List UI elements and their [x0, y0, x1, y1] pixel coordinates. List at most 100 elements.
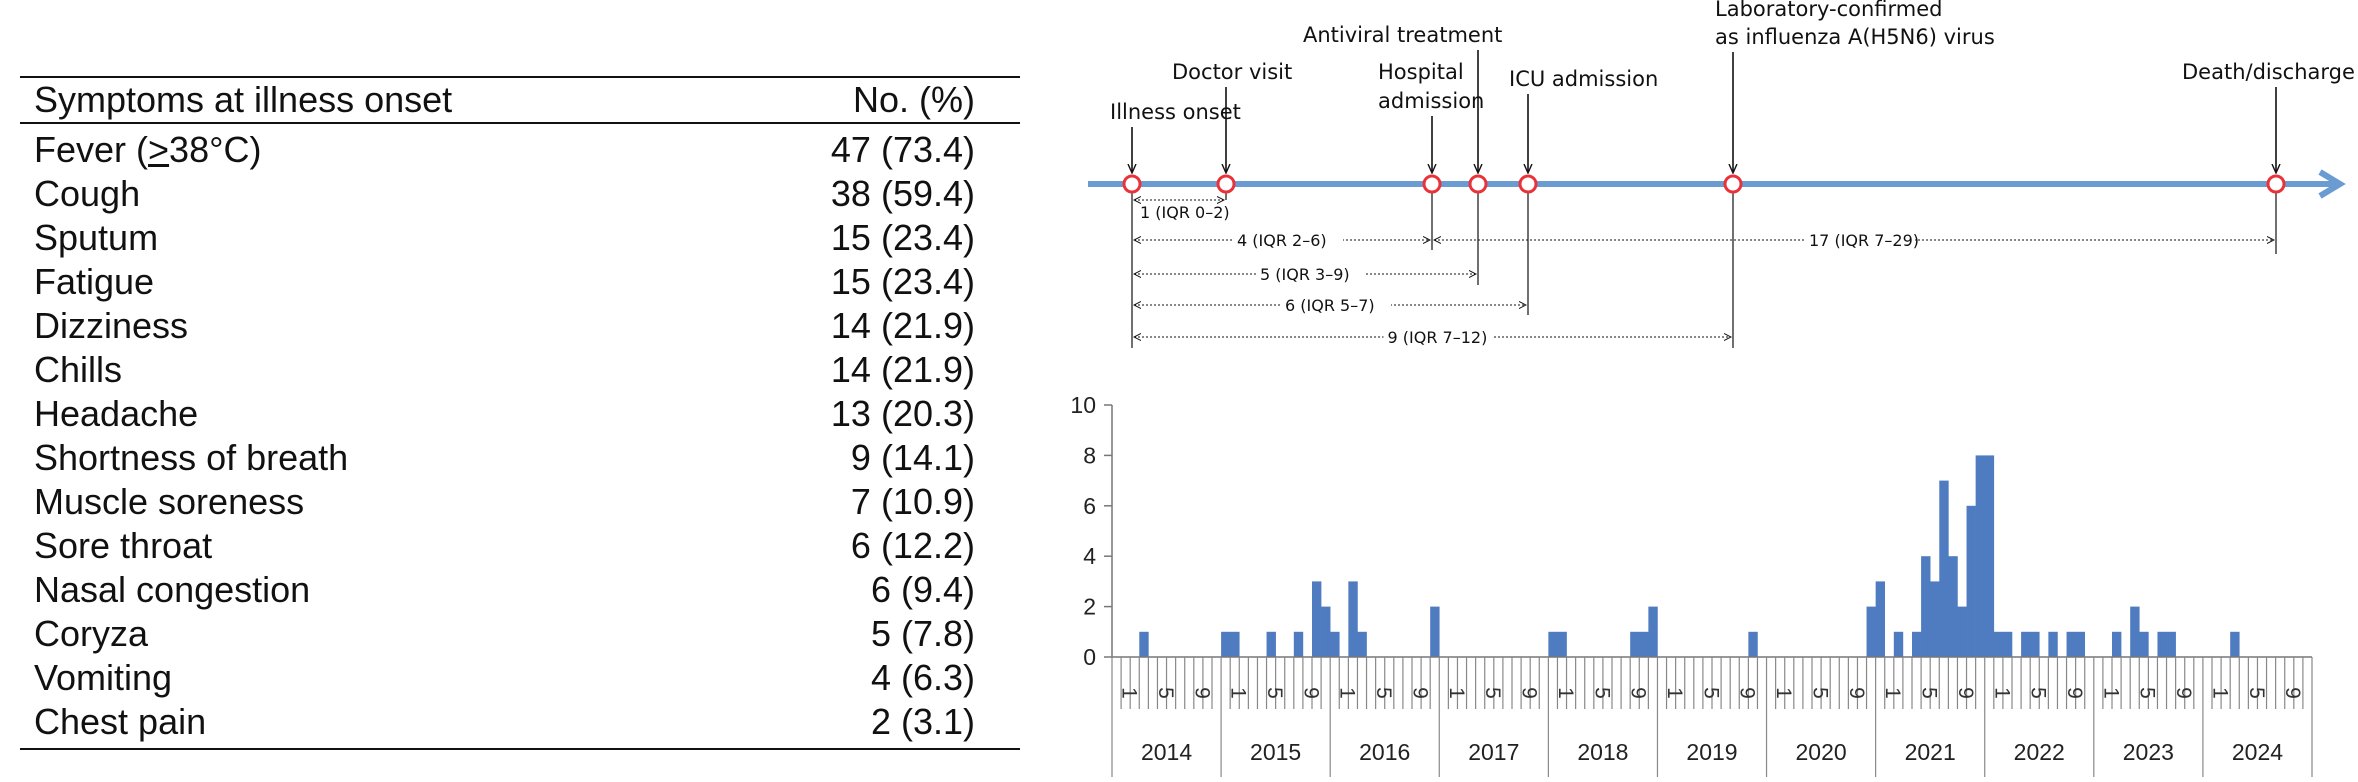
month-tick-label: 1: [1336, 687, 1359, 699]
month-tick-label: 1: [1990, 687, 2013, 699]
symptoms-table: Symptoms at illness onset No. (%) Fever …: [20, 76, 1020, 750]
event-label-icu: ICU admission: [1509, 67, 1658, 91]
month-tick-label: 9: [2281, 687, 2304, 699]
y-tick-label: 8: [1083, 442, 1096, 468]
histogram-bar: [1630, 631, 1640, 657]
histogram-bar: [1221, 631, 1231, 657]
row-count: 14 (21.9): [830, 305, 975, 346]
month-tick-label: 9: [2063, 687, 2086, 699]
histogram-bar: [1557, 631, 1567, 657]
row-count: 6 (9.4): [870, 569, 975, 610]
histogram-bar: [2230, 631, 2240, 657]
year-label: 2020: [1796, 739, 1847, 765]
table-header-rule: [20, 122, 1020, 124]
table-row: Fever (>38°C) 47 (73.4): [20, 128, 1020, 172]
row-count: 13 (20.3): [830, 393, 975, 434]
row-symptom: Shortness of breath: [34, 437, 349, 478]
event-marker-hospital: [1422, 174, 1442, 194]
row-count: 7 (10.9): [850, 481, 975, 522]
month-tick-label: 5: [1590, 687, 1613, 699]
row-symptom: Dizziness: [34, 305, 189, 346]
table-row: Cough 38 (59.4): [20, 172, 1020, 216]
histogram-bar: [2139, 631, 2149, 657]
month-tick-label: 5: [2027, 687, 2050, 699]
y-tick-label: 4: [1083, 543, 1096, 569]
year-label: 2015: [1250, 739, 1301, 765]
table-row: Coryza 5 (7.8): [20, 612, 1020, 656]
year-label: 2021: [1905, 739, 1956, 765]
table-row: Shortness of breath 9 (14.1): [20, 436, 1020, 480]
month-tick-label: 9: [1954, 687, 1977, 699]
event-label-onset: Illness onset: [1110, 100, 1241, 124]
row-count: 9 (14.1): [850, 437, 975, 478]
row-count: 6 (12.2): [850, 525, 975, 566]
month-tick-label: 5: [1372, 687, 1395, 699]
histogram-bar: [2075, 631, 2086, 657]
month-tick-label: 1: [1554, 687, 1577, 699]
histogram-bar: [1993, 631, 2004, 657]
histogram-bar: [1930, 581, 1940, 657]
histogram-bar: [1348, 581, 1358, 657]
table-row: Nasal congestion 6 (9.4): [20, 568, 1020, 612]
row-symptom: Sputum: [34, 217, 159, 258]
month-tick-label: 9: [2172, 687, 2195, 699]
histogram-bar: [1639, 631, 1649, 657]
histogram-bar: [1875, 581, 1886, 657]
table-row: Chest pain 2 (3.1): [20, 700, 1020, 744]
histogram-bar: [2030, 631, 2040, 657]
interval-label: 5 (IQR 3–9): [1260, 265, 1350, 284]
histogram-bar: [2157, 631, 2167, 657]
month-tick-label: 5: [2245, 687, 2268, 699]
histogram-bar: [1430, 606, 1440, 657]
header-symptom: Symptoms at illness onset: [34, 79, 453, 120]
histogram-bar: [1957, 606, 1967, 657]
event-marker-antiviral: [1468, 174, 1488, 194]
histogram-bar: [1912, 631, 1922, 657]
row-symptom: Chest pain: [34, 701, 207, 742]
month-tick-label: 5: [2136, 687, 2159, 699]
row-symptom: Nasal congestion: [34, 569, 311, 610]
month-tick-label: 9: [1736, 687, 1759, 699]
month-tick-label: 1: [1118, 687, 1141, 699]
row-symptom: Coryza: [34, 613, 149, 654]
histogram-bar: [1984, 455, 1995, 657]
histogram-bar: [1866, 606, 1876, 657]
month-tick-label: 1: [2099, 687, 2122, 699]
month-tick-label: 9: [1190, 687, 1213, 699]
event-marker-icu: [1518, 174, 1538, 194]
month-tick-label: 5: [1263, 687, 1286, 699]
histogram-bar: [2166, 631, 2176, 657]
histogram-bar: [1548, 631, 1558, 657]
interval-label-bg: [1256, 265, 1366, 285]
event-label-death: Death/discharge: [2182, 60, 2355, 84]
month-tick-label: 9: [1627, 687, 1650, 699]
histogram-bar: [2048, 631, 2058, 657]
month-tick-label: 1: [1881, 687, 1904, 699]
clinical-timeline: Illness onset Doctor visit Hospital admissi…: [1088, 0, 2355, 348]
year-label: 2024: [2232, 739, 2283, 765]
year-label: 2023: [2123, 739, 2174, 765]
histogram-bar: [2112, 631, 2122, 657]
event-marker-doctor: [1216, 174, 1236, 194]
month-tick-label: 5: [1154, 687, 1177, 699]
row-count: 14 (21.9): [830, 349, 975, 390]
year-label: 2016: [1359, 739, 1410, 765]
histogram-bar: [1312, 581, 1322, 657]
histogram-bar: [1139, 631, 1149, 657]
histogram-bar: [2021, 631, 2031, 657]
table-row: Fatigue 15 (23.4): [20, 260, 1020, 304]
interval-label: 9 (IQR 7–12): [1388, 328, 1488, 347]
month-tick-label: 1: [1445, 687, 1468, 699]
y-tick-label: 0: [1083, 644, 1096, 670]
interval-label: 4 (IQR 2–6): [1237, 231, 1327, 250]
header-count: No. (%): [852, 79, 975, 120]
row-symptom: Cough: [34, 173, 141, 214]
row-count: 2 (3.1): [870, 701, 975, 742]
histogram-bar: [1939, 480, 1949, 657]
month-tick-label: 9: [1299, 687, 1322, 699]
month-tick-label: 9: [1845, 687, 1868, 699]
year-label: 2017: [1468, 739, 1519, 765]
interval-label-bg: [1805, 231, 1915, 251]
histogram-bar: [1293, 631, 1304, 657]
event-label-antiviral: Antiviral treatment: [1303, 23, 1502, 47]
